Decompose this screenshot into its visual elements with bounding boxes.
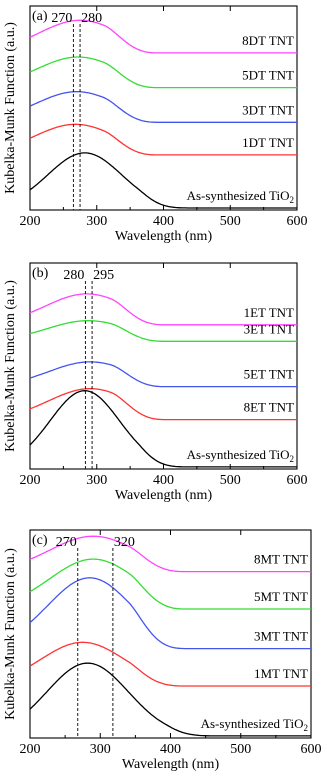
series-label-5: As-synthesized TiO2 <box>201 716 308 733</box>
series-label-5: As-synthesized TiO2 <box>187 188 294 205</box>
series-label-1: 8DT TNT <box>242 33 294 48</box>
y-axis-label: Kubelka-Munk Function (a.u.) <box>3 548 18 720</box>
x-tick-label: 300 <box>86 473 107 488</box>
series-label-subscript: 2 <box>304 723 309 733</box>
series-label-2: 5DT TNT <box>242 68 294 83</box>
series-line-2 <box>29 320 297 342</box>
x-tick-label: 600 <box>287 473 308 488</box>
series-label-4: 1DT TNT <box>242 135 294 150</box>
panel-label: (c) <box>32 533 48 548</box>
series-label-3: 3MT TNT <box>254 629 308 644</box>
series-line-4 <box>29 123 297 156</box>
panel-label: (b) <box>32 266 49 281</box>
peak-marker-label: 270 <box>51 11 72 26</box>
x-tick-label: 300 <box>86 214 107 229</box>
chart-panel-2: 200 300 400 500 600 Wavelength (nm) Kubelka-Mu… <box>3 262 308 503</box>
x-tick-label: 500 <box>220 214 241 229</box>
y-axis-label: Kubelka-Munk Function (a.u.) <box>3 22 18 194</box>
series-label-4: 1MT TNT <box>254 666 308 681</box>
x-tick-label: 400 <box>160 742 181 757</box>
peak-marker-label: 280 <box>63 268 84 283</box>
x-tick-label: 500 <box>220 473 241 488</box>
x-tick-label: 200 <box>20 214 41 229</box>
x-tick-label: 400 <box>153 473 174 488</box>
x-tick-label: 600 <box>301 742 322 757</box>
chart-panel-1: 200 300 400 500 600 Wavelength (nm) Kubelka-Mu… <box>3 5 308 244</box>
series-line-3 <box>29 577 311 650</box>
series-label-4: 8ET TNT <box>244 400 294 415</box>
x-tick-label: 400 <box>153 214 174 229</box>
peak-marker-label: 270 <box>56 535 77 550</box>
peak-marker-label: 320 <box>114 535 135 550</box>
series-line-2 <box>29 56 297 89</box>
series-line-2 <box>29 558 311 610</box>
chart-panel-3: 200 300 400 500 600 Wavelength (nm) Kubelka-Mu… <box>3 529 322 772</box>
x-tick-label: 200 <box>20 742 41 757</box>
x-tick-label: 600 <box>287 214 308 229</box>
peak-marker-label: 295 <box>93 268 114 283</box>
series-line-5 <box>29 152 297 209</box>
series-label-subscript: 2 <box>290 454 295 464</box>
series-label-2: 5MT TNT <box>254 589 308 604</box>
series-line-3 <box>29 91 297 123</box>
series-line-5 <box>29 662 311 737</box>
series-label-3: 5ET TNT <box>244 367 294 382</box>
x-tick-label: 200 <box>20 473 41 488</box>
y-axis-label: Kubelka-Munk Function (a.u.) <box>3 280 18 452</box>
x-axis-label: Wavelength (nm) <box>115 229 213 244</box>
x-axis-label: Wavelength (nm) <box>115 488 213 503</box>
series-line-4 <box>29 388 297 421</box>
series-line-1 <box>29 293 297 326</box>
series-label-3: 3DT TNT <box>242 102 294 117</box>
panel-label: (a) <box>32 9 48 24</box>
series-line-1 <box>29 19 297 54</box>
series-label-subscript: 2 <box>290 195 295 205</box>
series-label-2: 3ET TNT <box>244 321 294 336</box>
peak-marker-label: 280 <box>81 11 102 26</box>
series-label-1: 1ET TNT <box>244 305 294 320</box>
x-axis-label: Wavelength (nm) <box>122 757 220 772</box>
x-tick-label: 500 <box>230 742 251 757</box>
series-line-5 <box>29 390 297 468</box>
series-line-4 <box>29 641 311 687</box>
series-label-5: As-synthesized TiO2 <box>187 447 294 464</box>
series-line-1 <box>29 535 311 573</box>
x-tick-label: 300 <box>90 742 111 757</box>
series-line-3 <box>29 361 297 388</box>
series-label-1: 8MT TNT <box>254 552 308 567</box>
